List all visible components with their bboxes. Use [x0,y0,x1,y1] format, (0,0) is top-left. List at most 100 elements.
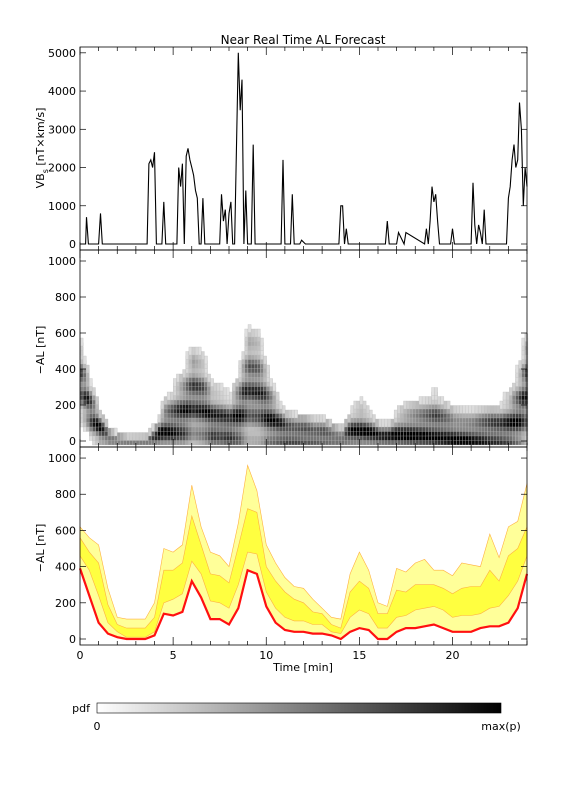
y-tick-label: 600 [55,327,76,340]
pdf-cell [282,405,286,414]
pdf-cell [443,400,448,410]
pdf-cell [425,396,429,405]
pdf-cell [176,373,180,383]
x-tick-label: 5 [170,649,177,662]
pdf-cell [191,346,196,356]
pdf-cell [372,414,376,423]
pdf-cell [384,418,389,428]
pdf-cell [310,414,314,423]
pdf-cell [114,427,118,437]
pdf-cell [129,432,134,441]
y-tick-label: 800 [55,291,76,304]
pdf-cell [219,382,224,392]
pdf-cell [92,387,96,396]
pdf-cell [104,418,109,428]
pdf-cell [515,364,519,374]
y-tick-label: 4000 [48,85,76,98]
pdf-cell [269,378,273,387]
pdf-cell [126,432,130,441]
pdf-cell [344,418,348,428]
pdf-cells [79,324,529,446]
pdf-cell [238,360,242,369]
pdf-cell [412,400,417,410]
pdf-cell [387,418,392,428]
pdf-cell [135,432,140,441]
median-line [78,568,529,641]
pdf-cell [322,414,326,423]
pdf-cell [477,405,482,414]
pdf-cell [418,396,423,405]
panel-frame [79,46,528,251]
pdf-cell [285,409,289,419]
pdf-cell [160,400,165,410]
pdf-cell [341,423,345,432]
y-tick-label: 800 [55,488,76,501]
pdf-cell [356,400,361,410]
pdf-cell [157,414,162,423]
pdf-cell [163,396,168,405]
pdf-cell [101,414,106,423]
pdf-cell [210,378,214,387]
y-tick-label: 5000 [48,47,76,60]
x-tick-label: 0 [77,649,84,662]
pdf-cell [487,405,491,414]
pdf-cell [474,405,479,414]
pdf-cell [484,405,488,414]
vbs-panel: 0 1000 2000 3000 4000 5000 [48,46,528,251]
y-tick-label: 400 [55,561,76,574]
pdf-cell [369,409,373,419]
pdf-cell [272,382,277,392]
vbs-ylabel-sub: s [41,169,50,173]
colorbar [96,702,502,714]
pdf-cell [400,405,404,414]
pdf-cell [98,409,102,419]
pdf-cell [182,369,186,378]
pdf-cell [257,328,261,338]
vbs-ylabel-main: VB [34,173,47,188]
pdf-cell [306,414,311,423]
pdf-cell [241,351,245,360]
pdf-cell [142,432,146,441]
pdf-cell [462,405,466,414]
pdf-cell [521,337,525,347]
pdf-cell [201,351,205,360]
pdf-cell [123,432,127,441]
y-tick-label: 2000 [48,162,76,175]
pdf-cell [499,400,504,410]
pdf-cell [375,418,379,428]
colorbar-max-label: max(p) [481,720,521,733]
pdf-cell [232,382,236,392]
chart-title: Near Real Time AL Forecast [221,33,386,47]
pdf-cell [505,391,510,401]
pdf-cell [263,355,267,365]
pdf-cell [366,405,370,414]
pdf-cell [313,414,317,423]
x-tick-label: 10 [259,649,273,662]
y-tick-label: 1000 [48,452,76,465]
y-tick-label: 200 [55,597,76,610]
pdf-cell [347,414,351,423]
vbs-trace-line [80,52,528,246]
pdf-cell [381,418,385,428]
pdf-cell [496,405,501,414]
pdf-cell [151,423,155,432]
pdf-cell [459,405,463,414]
vbs-ylabel-rest: [nT×km/s] [34,108,47,170]
pdf-cell [185,351,190,360]
pdf-cell [250,328,255,338]
pdf-cell [95,396,99,405]
pdf-cell [89,378,93,387]
pdf-cell [434,387,438,396]
pdf-cell [120,432,124,441]
pdf-cell [390,418,395,428]
pdf-cell [179,373,183,383]
pdf-cell [207,373,211,383]
pdf-cell [437,396,441,405]
pdf-cell [393,409,398,419]
pdf-cell [266,364,270,374]
pdf-cell [421,396,426,405]
y-tick-label: 0 [69,238,76,251]
pdf-cell [471,405,476,414]
pdf-cell [397,405,401,414]
